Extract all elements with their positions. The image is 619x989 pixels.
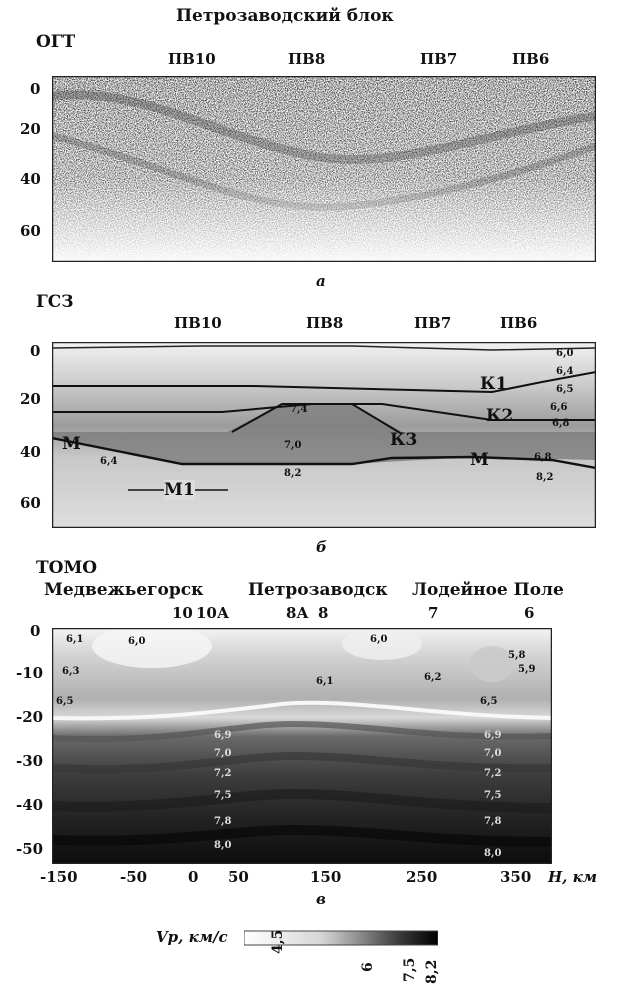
vel-b-7: 7,0 (284, 440, 302, 451)
vel-b-5: 6,8 (552, 418, 570, 429)
panel-c-marker-10a: 10А (196, 604, 230, 622)
panel-a-depth-40: 40 (20, 170, 41, 188)
colorbar-bar (244, 930, 438, 946)
panel-b-velocity-model (52, 342, 596, 528)
panel-a-marker-pv6: ПВ6 (512, 50, 550, 68)
panel-c-marker-10: 10 (172, 604, 193, 622)
boundary-k3-line (231, 403, 403, 435)
panel-c-depth-40: -40 (16, 796, 44, 814)
vel-c-20: 7,5 (484, 790, 502, 801)
vel-b-11: 8,2 (536, 472, 554, 483)
vel-c-5: 6,1 (316, 676, 334, 687)
panel-a-letter: а (316, 272, 326, 290)
panel-b-depth-60: 60 (20, 494, 41, 512)
x-tick-m150: -150 (40, 868, 78, 886)
panel-c-letter: в (316, 890, 326, 908)
panel-a-depth-20: 20 (20, 120, 41, 138)
x-tick-250: 250 (406, 868, 438, 886)
boundary-m1-label: М1 (164, 480, 195, 500)
panel-b-method-label: ГСЗ (36, 292, 74, 312)
panel-c-depth-50: -50 (16, 840, 44, 858)
vel-c-21: 7,8 (484, 816, 502, 827)
boundary-k1-label: К1 (480, 374, 508, 394)
x-tick-0: 0 (188, 868, 199, 886)
vel-c-1: 6,1 (66, 634, 84, 645)
vel-b-1: 6,0 (556, 348, 574, 359)
boundary-m-label-left: М (62, 434, 81, 454)
vel-c-4: 6,5 (56, 696, 74, 707)
boundary-m-label-right: М (470, 450, 489, 470)
x-tick-150: 150 (310, 868, 342, 886)
panel-c-depth-10: -10 (16, 664, 44, 682)
panel-a-depth-0: 0 (30, 80, 41, 98)
panel-a-marker-pv10: ПВ10 (168, 50, 216, 68)
vel-c-14: 7,5 (214, 790, 232, 801)
x-tick-350: 350 (500, 868, 532, 886)
colorbar-tick-7-5: 7,5 (402, 957, 418, 982)
colorbar-label: Vp, км/с (156, 928, 228, 946)
panel-c-depth-0: 0 (30, 622, 41, 640)
vel-c-12: 7,0 (214, 748, 232, 759)
panel-c-tomography-section (52, 628, 552, 864)
panel-b-depth-20: 20 (20, 390, 41, 408)
boundary-k3-label: К3 (390, 430, 418, 450)
vel-b-4: 6,6 (550, 402, 568, 413)
town-petrozavodsk: Петрозаводск (248, 580, 388, 600)
town-medvezhyegorsk: Медвежьегорск (44, 580, 204, 600)
panel-b-marker-pv10: ПВ10 (174, 314, 222, 332)
vel-b-3: 6,5 (556, 384, 574, 395)
vel-c-15: 7,8 (214, 816, 232, 827)
panel-b-marker-pv7: ПВ7 (414, 314, 452, 332)
colorbar-tick-8-2: 8,2 (424, 959, 440, 984)
vel-c-13: 7,2 (214, 768, 232, 779)
vel-b-2: 6,4 (556, 366, 574, 377)
vel-b-8: 6,4 (100, 456, 118, 467)
panel-b-marker-pv6: ПВ6 (500, 314, 538, 332)
panel-a-depth-60: 60 (20, 222, 41, 240)
colorbar-tick-6: 6 (360, 962, 376, 972)
vel-c-22: 8,0 (484, 848, 502, 859)
vel-c-9: 5,9 (518, 664, 536, 675)
figure-title: Петрозаводский блок (176, 6, 394, 26)
boundary-m-line (52, 436, 596, 470)
x-tick-m50: -50 (120, 868, 148, 886)
vel-c-19: 7,2 (484, 768, 502, 779)
vel-b-9: 8,2 (284, 468, 302, 479)
vel-c-3: 6,3 (62, 666, 80, 677)
panel-c-marker-8a: 8А (286, 604, 309, 622)
panel-a-marker-pv7: ПВ7 (420, 50, 458, 68)
vel-c-6: 6,0 (370, 634, 388, 645)
panel-c-marker-7: 7 (428, 604, 439, 622)
panel-a-marker-pv8: ПВ8 (288, 50, 326, 68)
panel-a-seismic-section (52, 76, 596, 262)
x-axis-label: H, км (548, 868, 598, 886)
panel-c-depth-20: -20 (16, 708, 44, 726)
boundary-k1-line (52, 371, 596, 394)
vel-c-17: 6,9 (484, 730, 502, 741)
panel-a-method-label: ОГТ (36, 32, 76, 52)
panel-c-marker-8: 8 (318, 604, 329, 622)
panel-c-method-label: ТОМО (36, 558, 98, 578)
vel-c-16: 8,0 (214, 840, 232, 851)
vel-c-11: 6,9 (214, 730, 232, 741)
x-tick-50: 50 (228, 868, 249, 886)
boundary-k2-label: К2 (486, 406, 514, 426)
panel-b-depth-0: 0 (30, 342, 41, 360)
panel-c-depth-30: -30 (16, 752, 44, 770)
panel-c-marker-6: 6 (524, 604, 535, 622)
vel-c-18: 7,0 (484, 748, 502, 759)
vel-c-2: 6,0 (128, 636, 146, 647)
colorbar-tick-4-5: 4,5 (270, 929, 286, 954)
town-lodeynoe-pole: Лодейное Поле (412, 580, 564, 600)
panel-b-depth-40: 40 (20, 443, 41, 461)
vel-c-7: 6,2 (424, 672, 442, 683)
vel-c-10: 6,5 (480, 696, 498, 707)
vel-b-10: 6,8 (534, 452, 552, 463)
vel-b-6: 7,4 (290, 404, 308, 415)
panel-b-marker-pv8: ПВ8 (306, 314, 344, 332)
vel-c-8: 5,8 (508, 650, 526, 661)
panel-b-letter: б (316, 538, 327, 556)
